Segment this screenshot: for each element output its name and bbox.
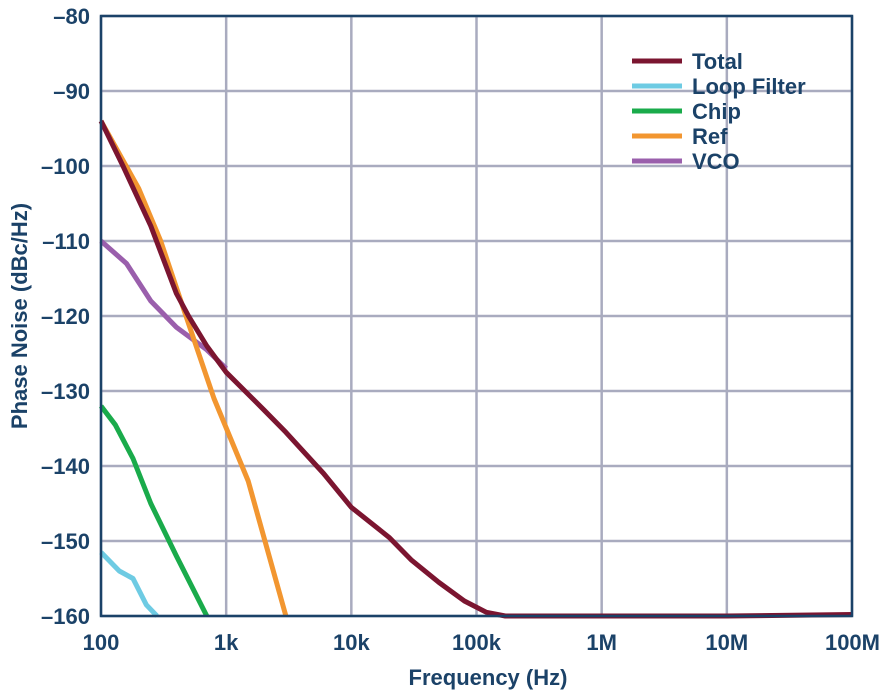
legend-label-chip: Chip xyxy=(692,99,741,124)
x-tick-label: 100M xyxy=(825,630,880,655)
y-tick-labels: –80 –90 –100 –110 –120 –130 –140 –150 –160 xyxy=(41,4,90,629)
y-tick-label: –80 xyxy=(53,4,90,29)
plot-frame xyxy=(99,14,854,618)
x-tick-label: 100 xyxy=(83,630,120,655)
x-tick-labels: 100 1k 10k 100k 1M 10M 100M xyxy=(83,630,880,655)
grid-lines xyxy=(99,14,854,618)
series-line-loop-filter xyxy=(99,550,159,618)
y-tick-label: –120 xyxy=(41,304,90,329)
y-tick-label: –110 xyxy=(42,229,90,254)
x-tick-label: 10k xyxy=(333,630,370,655)
y-tick-label: –150 xyxy=(41,529,90,554)
y-tick-label: –160 xyxy=(41,604,90,629)
series-line-ref xyxy=(98,119,289,617)
x-tick-label: 10M xyxy=(705,630,748,655)
x-tick-label: 100k xyxy=(452,630,502,655)
x-tick-label: 1k xyxy=(214,630,239,655)
y-axis-label: Phase Noise (dBc/Hz) xyxy=(7,203,32,429)
legend-label-loop-filter: Loop Filter xyxy=(692,74,806,99)
x-axis-label: Frequency (Hz) xyxy=(409,665,568,690)
legend-label-ref: Ref xyxy=(692,124,728,149)
y-tick-label: –130 xyxy=(41,379,90,404)
legend-label-total: Total xyxy=(692,49,743,74)
series-line-chip xyxy=(99,404,210,618)
y-tick-label: –140 xyxy=(41,454,90,479)
legend-label-vco: VCO xyxy=(692,149,740,174)
y-tick-label: –90 xyxy=(53,79,90,104)
y-tick-label: –100 xyxy=(41,154,90,179)
x-tick-label: 1M xyxy=(586,630,617,655)
